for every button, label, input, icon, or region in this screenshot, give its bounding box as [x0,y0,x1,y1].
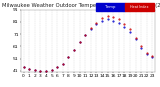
Text: Temp: Temp [105,5,116,9]
Text: Milwaukee Weather Outdoor Temperature  vs Heat Index  (24 Hours): Milwaukee Weather Outdoor Temperature vs… [2,3,160,8]
Text: Heat Index: Heat Index [130,5,148,9]
